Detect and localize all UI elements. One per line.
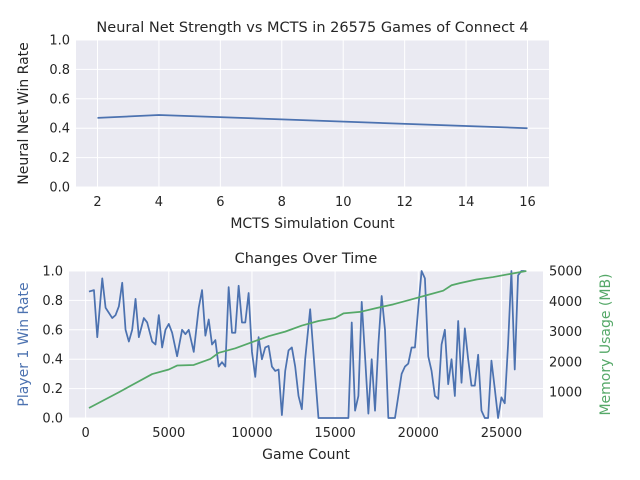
x-tick-label: 12 bbox=[396, 195, 413, 210]
top-gridlines bbox=[76, 39, 549, 188]
x-tick-label: 15000 bbox=[314, 426, 355, 441]
y-tick-label: 0.6 bbox=[42, 323, 63, 338]
x-tick-label: 6 bbox=[216, 195, 224, 210]
x-tick-label: 20000 bbox=[398, 426, 439, 441]
y-tick-label: 0.2 bbox=[49, 151, 70, 166]
top-plot-area bbox=[76, 40, 549, 187]
bottom-chart: 0 5000 10000 15000 20000 25000 0.0 0.2 0.4 0.6 0.8… bbox=[16, 251, 614, 463]
win-rate-line bbox=[88, 270, 525, 419]
right-y-tick-label: 3000 bbox=[549, 325, 582, 340]
y-tick-label: 0.8 bbox=[49, 63, 70, 78]
top-chart: 2 4 6 8 10 12 14 16 0.0 0.2 0.4 0.6 0.8 1.0 Neural Ne… bbox=[16, 20, 549, 232]
top-series bbox=[97, 114, 528, 130]
top-x-axis-label: MCTS Simulation Count bbox=[230, 216, 395, 232]
x-tick-label: 10000 bbox=[231, 426, 272, 441]
x-tick-label: 5000 bbox=[152, 426, 185, 441]
x-tick-label: 8 bbox=[278, 195, 286, 210]
y-tick-label: 0.8 bbox=[42, 294, 63, 309]
bottom-x-axis-label: Game Count bbox=[262, 447, 350, 463]
right-y-tick-label: 5000 bbox=[549, 265, 582, 280]
bottom-left-y-axis-label: Player 1 Win Rate bbox=[16, 282, 32, 406]
top-y-axis-label: Neural Net Win Rate bbox=[16, 42, 32, 185]
x-tick-label: 0 bbox=[81, 426, 89, 441]
top-chart-title: Neural Net Strength vs MCTS in 26575 Gam… bbox=[96, 20, 528, 36]
x-tick-label: 25000 bbox=[481, 426, 522, 441]
y-tick-label: 1.0 bbox=[42, 265, 63, 280]
y-tick-label: 0.0 bbox=[42, 412, 63, 427]
x-tick-label: 10 bbox=[335, 195, 352, 210]
y-tick-label: 0.4 bbox=[49, 122, 70, 137]
bottom-chart-title: Changes Over Time bbox=[235, 251, 378, 267]
y-tick-label: 0.6 bbox=[49, 92, 70, 107]
x-tick-label: 16 bbox=[519, 195, 536, 210]
y-tick-label: 0.0 bbox=[49, 181, 70, 196]
right-y-tick-label: 2000 bbox=[549, 355, 582, 370]
x-tick-label: 4 bbox=[155, 195, 163, 210]
right-y-tick-label: 1000 bbox=[549, 386, 582, 401]
memory-usage-line bbox=[88, 270, 527, 409]
x-tick-label: 14 bbox=[458, 195, 475, 210]
y-tick-label: 1.0 bbox=[49, 34, 70, 49]
bottom-series bbox=[88, 270, 527, 419]
bottom-tick-labels: 0 5000 10000 15000 20000 25000 0.0 0.2 0.4 0.6 0.8… bbox=[42, 265, 582, 442]
right-y-tick-label: 4000 bbox=[549, 295, 582, 310]
win-rate-line bbox=[97, 114, 528, 130]
x-tick-label: 2 bbox=[93, 195, 101, 210]
y-tick-label: 0.2 bbox=[42, 382, 63, 397]
y-tick-label: 0.4 bbox=[42, 353, 63, 368]
top-tick-labels: 2 4 6 8 10 12 14 16 0.0 0.2 0.4 0.6 0.8 1.0 bbox=[49, 34, 535, 211]
bottom-right-y-axis-label: Memory Usage (MB) bbox=[598, 273, 614, 415]
